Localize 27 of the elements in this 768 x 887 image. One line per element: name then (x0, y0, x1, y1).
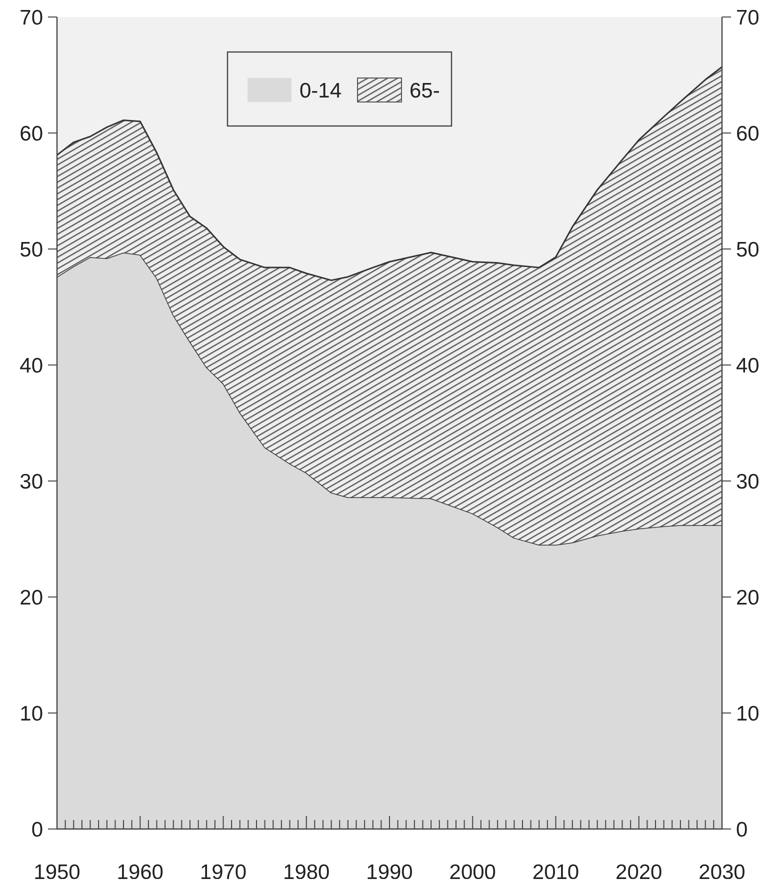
x-tick-label: 1990 (366, 861, 413, 884)
x-tick-label: 2010 (532, 861, 580, 884)
y2-tick-label: 20 (736, 586, 760, 610)
y2-tick-label: 60 (736, 122, 760, 146)
y-tick-label: 70 (20, 6, 43, 30)
legend-label: 65- (410, 79, 440, 102)
y-tick-label: 60 (20, 122, 43, 146)
x-tick-label: 1950 (34, 861, 80, 884)
y2-tick-label: 50 (736, 238, 760, 262)
x-tick-label: 2020 (616, 861, 662, 884)
y-tick-label: 20 (20, 586, 43, 610)
legend-label: 0-14 (300, 79, 342, 102)
x-tick-label: 1970 (200, 861, 247, 884)
y-tick-label: 50 (20, 238, 43, 262)
y2-tick-label: 30 (736, 470, 760, 494)
y2-tick-label: 40 (736, 354, 760, 378)
x-tick-label: 1960 (116, 861, 164, 884)
x-tick-label: 2000 (449, 861, 496, 884)
x-tick-label: 1980 (283, 861, 330, 884)
y-tick-label: 10 (20, 702, 43, 726)
y2-tick-label: 70 (736, 6, 760, 30)
y-tick-label: 0 (31, 818, 43, 842)
y2-tick-label: 0 (736, 818, 748, 842)
y2-tick-label: 10 (736, 702, 760, 726)
x-tick-label: 2030 (698, 861, 746, 884)
y-tick-label: 40 (20, 354, 43, 378)
y-tick-label: 30 (20, 470, 43, 494)
